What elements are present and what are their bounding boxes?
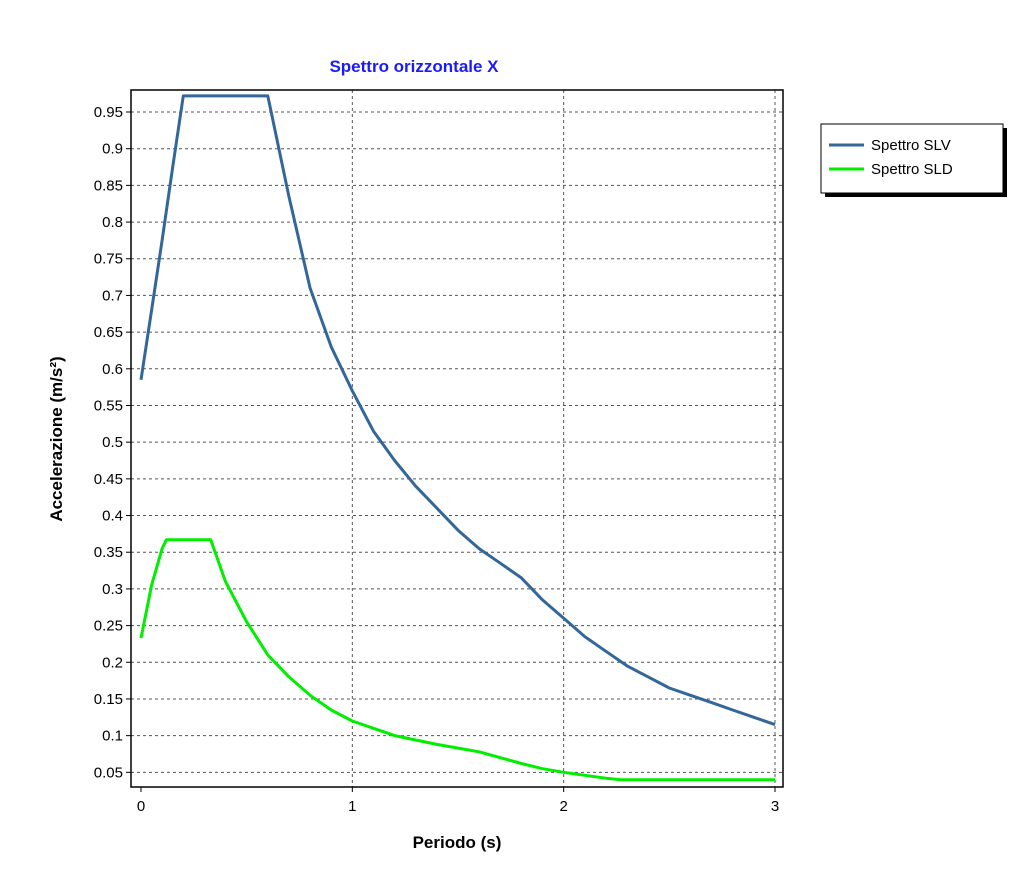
y-tick-label: 0.65: [94, 324, 123, 341]
y-tick-label: 0.4: [102, 508, 123, 525]
series-layer: [139, 94, 776, 782]
y-tick-label: 0.05: [94, 764, 123, 781]
y-tick-label: 0.5: [102, 434, 123, 451]
y-tick-label: 0.45: [94, 471, 123, 488]
plot-frame: [130, 89, 784, 788]
y-tick-label: 0.55: [94, 397, 123, 414]
grid: [131, 90, 783, 787]
legend-box: [820, 123, 1004, 194]
legend: Spettro SLV Spettro SLD: [820, 123, 1007, 197]
y-tick-label: 0.15: [94, 691, 123, 708]
y-tick-label: 0.3: [102, 581, 123, 598]
y-tick-label: 0.6: [102, 361, 123, 378]
legend-label: Spettro SLV: [871, 137, 951, 154]
y-tick-label: 0.1: [102, 728, 123, 745]
y-tick-label: 0.25: [94, 618, 123, 635]
y-tick-label: 0.85: [94, 177, 123, 194]
series-line-slv: [139, 94, 776, 727]
x-axis-label: Periodo (s): [413, 833, 502, 852]
y-tick-label: 0.95: [94, 104, 123, 121]
y-tick-label: 0.9: [102, 141, 123, 158]
y-axis-ticks: 0.05 0.1 0.15 0.2 0.25 0.3 0.35 0.4 0.45 0.5 0.55 0…: [94, 104, 131, 781]
y-tick-label: 0.8: [102, 214, 123, 231]
y-tick-label: 0.2: [102, 654, 123, 671]
y-tick-label: 0.35: [94, 544, 123, 561]
legend-label: Spettro SLD: [871, 161, 953, 178]
series-line-sld: [139, 538, 775, 782]
y-axis-label: Accelerazione (m/s²): [47, 356, 66, 521]
x-tick-label: 2: [559, 798, 567, 815]
x-tick-label: 3: [771, 798, 779, 815]
chart-title: Spettro orizzontale X: [329, 57, 499, 76]
x-tick-label: 0: [137, 798, 145, 815]
y-tick-label: 0.75: [94, 251, 123, 268]
y-tick-label: 0.7: [102, 287, 123, 304]
x-tick-label: 1: [348, 798, 356, 815]
x-axis-ticks: 0 1 2 3: [137, 787, 779, 815]
